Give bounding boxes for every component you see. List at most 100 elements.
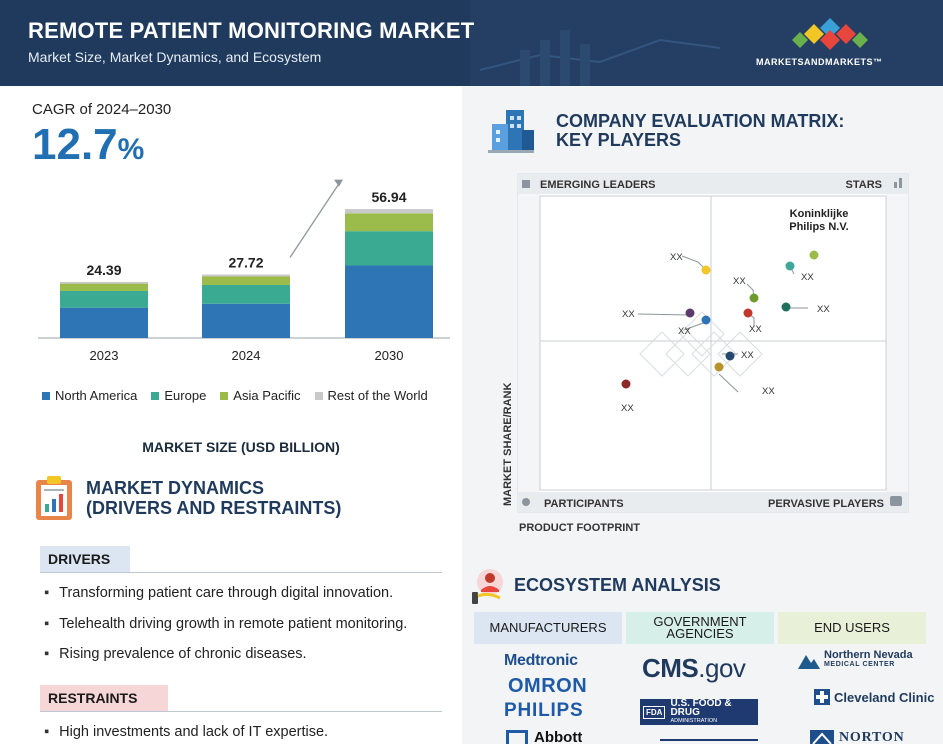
logo-philips: PHILIPS — [504, 700, 584, 721]
column-manufacturers: MANUFACTURERS — [474, 612, 622, 644]
point-label: XX — [749, 324, 762, 335]
logo-cleveland-clinic: Cleveland Clinic — [814, 689, 934, 705]
norton-mark-icon — [810, 730, 834, 744]
quadrant-stars: STARS — [846, 179, 882, 191]
restraint-item: High investments and lack of IT expertis… — [44, 724, 328, 740]
logo-fda: FDA U.S. FOOD & DRUG ADMINISTRATION — [640, 698, 758, 725]
chart-xlabel: MARKET SIZE (USD BILLION) — [142, 439, 340, 455]
growth-arrow — [289, 180, 342, 258]
restraints-heading: RESTRAINTS — [40, 685, 168, 711]
logo-northern-nevada: Northern Nevada MEDICAL CENTER — [798, 650, 913, 670]
point-label: XX — [762, 386, 775, 397]
x-tick-label: 2030 — [375, 348, 404, 363]
buildings-icon — [488, 110, 534, 153]
point-label: XX — [801, 272, 814, 283]
participants-icon — [522, 498, 530, 506]
bar-segment — [202, 285, 290, 304]
company-point-philips — [809, 250, 819, 260]
legend-swatch — [42, 391, 50, 400]
right-panel: COMPANY EVALUATION MATRIX: KEY PLAYERS E… — [462, 86, 943, 744]
company-point — [725, 351, 735, 361]
ecosystem-icon — [472, 569, 503, 604]
matrix-title: COMPANY EVALUATION MATRIX: KEY PLAYERS — [556, 111, 845, 150]
company-point — [685, 308, 695, 318]
matrix-right-band — [886, 194, 908, 492]
legend-item: Europe — [151, 388, 206, 403]
logo-abbott: Abbott — [506, 729, 582, 744]
x-tick-label: 2024 — [232, 348, 261, 363]
company-point — [714, 362, 724, 372]
matrix-top-band — [518, 174, 908, 194]
quadrant-participants: PARTICIPANTS — [544, 498, 624, 510]
company-point — [701, 315, 711, 325]
bar-total-label: 24.39 — [86, 262, 121, 278]
chart-legend: North America Europe Asia Pacific Rest o… — [42, 388, 428, 403]
bar-segment — [60, 307, 148, 338]
stars-icon — [899, 178, 902, 188]
bar-segment — [60, 281, 148, 284]
ecosystem-title: ECOSYSTEM ANALYSIS — [514, 575, 721, 595]
company-point — [781, 302, 791, 312]
quadrant-emerging-leaders: EMERGING LEADERS — [540, 179, 656, 191]
page-subtitle: Market Size, Market Dynamics, and Ecosys… — [28, 49, 322, 65]
matrix-bottom-band — [518, 492, 908, 512]
bar-segment — [345, 213, 433, 232]
company-point — [621, 379, 631, 389]
matrix-left-band — [518, 194, 540, 492]
market-size-chart: 24.39 2023 27.72 2024 56.94 2030 — [38, 179, 450, 363]
bar-segment — [345, 209, 433, 214]
growth-arrowhead — [334, 179, 343, 187]
driver-item: Transforming patient care through digita… — [44, 585, 393, 601]
mountain-icon — [798, 655, 820, 669]
bar-segment — [202, 274, 290, 277]
bar-segment — [202, 303, 290, 338]
logo-norton: NORTON — [810, 730, 905, 744]
company-point — [701, 265, 711, 275]
quadrant-pervasive-players: PERVASIVE PLAYERS — [768, 498, 884, 510]
emerging-leaders-icon — [522, 180, 530, 188]
bar-segment — [345, 265, 433, 338]
legend-item: Rest of the World — [314, 388, 428, 403]
matrix-x-axis-label: PRODUCT FOOTPRINT — [519, 522, 640, 534]
logo-partial — [660, 739, 758, 744]
divider — [40, 572, 442, 573]
bar-total-label: 56.94 — [371, 189, 406, 205]
legend-swatch — [220, 391, 229, 400]
legend-swatch — [314, 391, 323, 400]
header-banner: REMOTE PATIENT MONITORING MARKET Market … — [0, 0, 943, 86]
drivers-heading: DRIVERS — [40, 546, 130, 572]
point-label: XX — [622, 309, 635, 320]
company-point — [785, 261, 795, 271]
driver-item: Telehealth driving growth in remote pati… — [44, 616, 407, 632]
brand-logo-icon — [792, 18, 868, 50]
pervasive-players-icon — [890, 496, 902, 506]
quadrant-icons — [522, 178, 902, 506]
legend-swatch — [151, 391, 160, 400]
bar-segment — [60, 283, 148, 291]
company-point — [749, 293, 759, 303]
logo-medtronic: Medtronic — [504, 652, 578, 669]
leader-label: Koninklijke — [790, 208, 849, 220]
x-tick-label: 2023 — [90, 348, 119, 363]
point-label: XX — [678, 326, 691, 337]
matrix-points — [621, 250, 819, 389]
column-end-users: END USERS — [778, 612, 926, 644]
bar-segment — [345, 231, 433, 266]
point-label: XX — [817, 304, 830, 315]
matrix-point-labels: XX XX XX XX XX XX XX XX XX XX — [621, 252, 830, 414]
column-government-agencies: GOVERNMENT AGENCIES — [626, 612, 774, 644]
bar-segment — [202, 276, 290, 286]
market-dynamics-title: MARKET DYNAMICS (DRIVERS AND RESTRAINTS) — [86, 478, 342, 518]
brand-name: MARKETSANDMARKETS™ — [756, 57, 883, 67]
bar-total-label: 27.72 — [228, 255, 263, 271]
stars-icon — [894, 182, 897, 188]
divider — [40, 711, 442, 712]
bar-segment — [60, 290, 148, 308]
matrix-plot-area — [539, 195, 887, 491]
page-title: REMOTE PATIENT MONITORING MARKET — [28, 18, 475, 43]
cross-icon — [814, 689, 830, 705]
point-label: XX — [733, 276, 746, 287]
driver-item: Rising prevalence of chronic diseases. — [44, 646, 306, 662]
point-label: XX — [670, 252, 683, 263]
left-panel: CAGR of 2024–2030 12.7% 24.39 2023 27.72 20… — [0, 86, 462, 744]
